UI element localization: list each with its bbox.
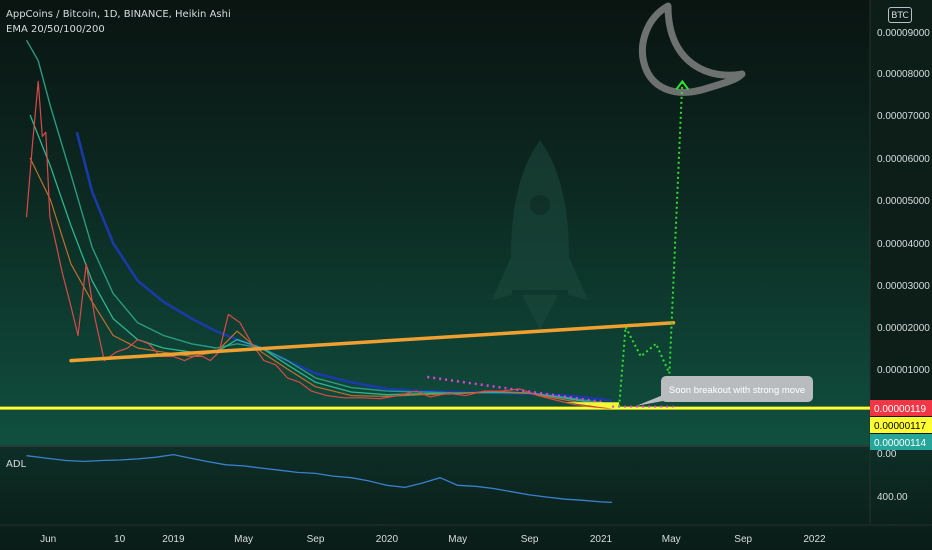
time-tick-label: Sep — [734, 534, 752, 545]
time-tick-label: May — [662, 534, 681, 545]
projection-arrow-head — [675, 79, 690, 90]
time-tick-label: 2022 — [803, 534, 826, 545]
price-label-yellow: 0.00000117 — [874, 421, 927, 432]
adl-axis-ticks: 0.00 400.00 — [877, 449, 908, 503]
price-tick-label: 0.00003000 — [877, 281, 930, 292]
callout-pointer — [636, 395, 663, 406]
breakout-triangle — [565, 402, 620, 410]
indicator-label[interactable]: EMA 20/50/100/200 — [6, 24, 105, 35]
price-tick-label: 0.00008000 — [877, 69, 930, 80]
price-label-teal: 0.00000114 — [874, 438, 927, 449]
price-plot — [0, 39, 870, 410]
adl-pane-background — [0, 446, 932, 550]
time-tick-label: Sep — [521, 534, 539, 545]
time-tick-label: 2021 — [590, 534, 613, 545]
breakout-callout[interactable]: Soon breakout with strong move — [636, 376, 813, 406]
price-label-teal-box — [870, 434, 932, 450]
time-tick-label: 2019 — [162, 534, 185, 545]
time-tick-label: Jun — [40, 534, 56, 545]
rocket-window-icon — [530, 195, 550, 215]
callout-text: Soon breakout with strong move — [669, 385, 805, 396]
price-tick-label: 0.00006000 — [877, 154, 930, 165]
time-axis-ticks: Jun 10 2019 May Sep 2020 May Sep 2021 May Sep 2022 — [40, 534, 826, 545]
adl-tick-label: 0.00 — [877, 449, 897, 460]
series-price-line — [25, 80, 613, 409]
time-tick-label: Sep — [307, 534, 325, 545]
adl-label[interactable]: ADL — [6, 459, 27, 470]
adl-plot — [26, 453, 613, 504]
price-tick-label: 0.00001000 — [877, 365, 930, 376]
price-tick-label: 0.00005000 — [877, 196, 930, 207]
price-label-red: 0.00000119 — [874, 404, 927, 415]
price-scale-background — [870, 0, 932, 446]
time-tick-label: May — [448, 534, 467, 545]
trendline — [69, 321, 676, 363]
price-label-yellow-box — [870, 417, 932, 433]
chart-title: AppCoins / Bitcoin, 1D, BINANCE, Heikin … — [6, 9, 231, 20]
projection-path — [618, 81, 684, 407]
price-tick-label: 0.00009000 — [877, 28, 930, 39]
time-tick-label: May — [234, 534, 253, 545]
time-tick-label: 10 — [114, 534, 126, 545]
series-ema-20-line — [29, 157, 613, 409]
price-labels: 0.00000119 0.00000117 0.00000114 — [870, 400, 932, 450]
currency-button[interactable]: BTC — [888, 7, 912, 23]
adl-line — [26, 453, 613, 504]
adl-tick-label: 400.00 — [877, 492, 908, 503]
moon-icon — [638, 2, 746, 96]
price-label-red-box — [870, 400, 932, 416]
time-tick-label: 2020 — [376, 534, 399, 545]
callout-box — [661, 376, 813, 402]
price-tick-label: 0.00002000 — [877, 323, 930, 334]
price-tick-label: 0.00007000 — [877, 111, 930, 122]
price-axis-ticks: 0.00009000 0.00008000 0.00007000 0.00006000… — [877, 28, 930, 376]
price-tick-label: 0.00004000 — [877, 239, 930, 250]
